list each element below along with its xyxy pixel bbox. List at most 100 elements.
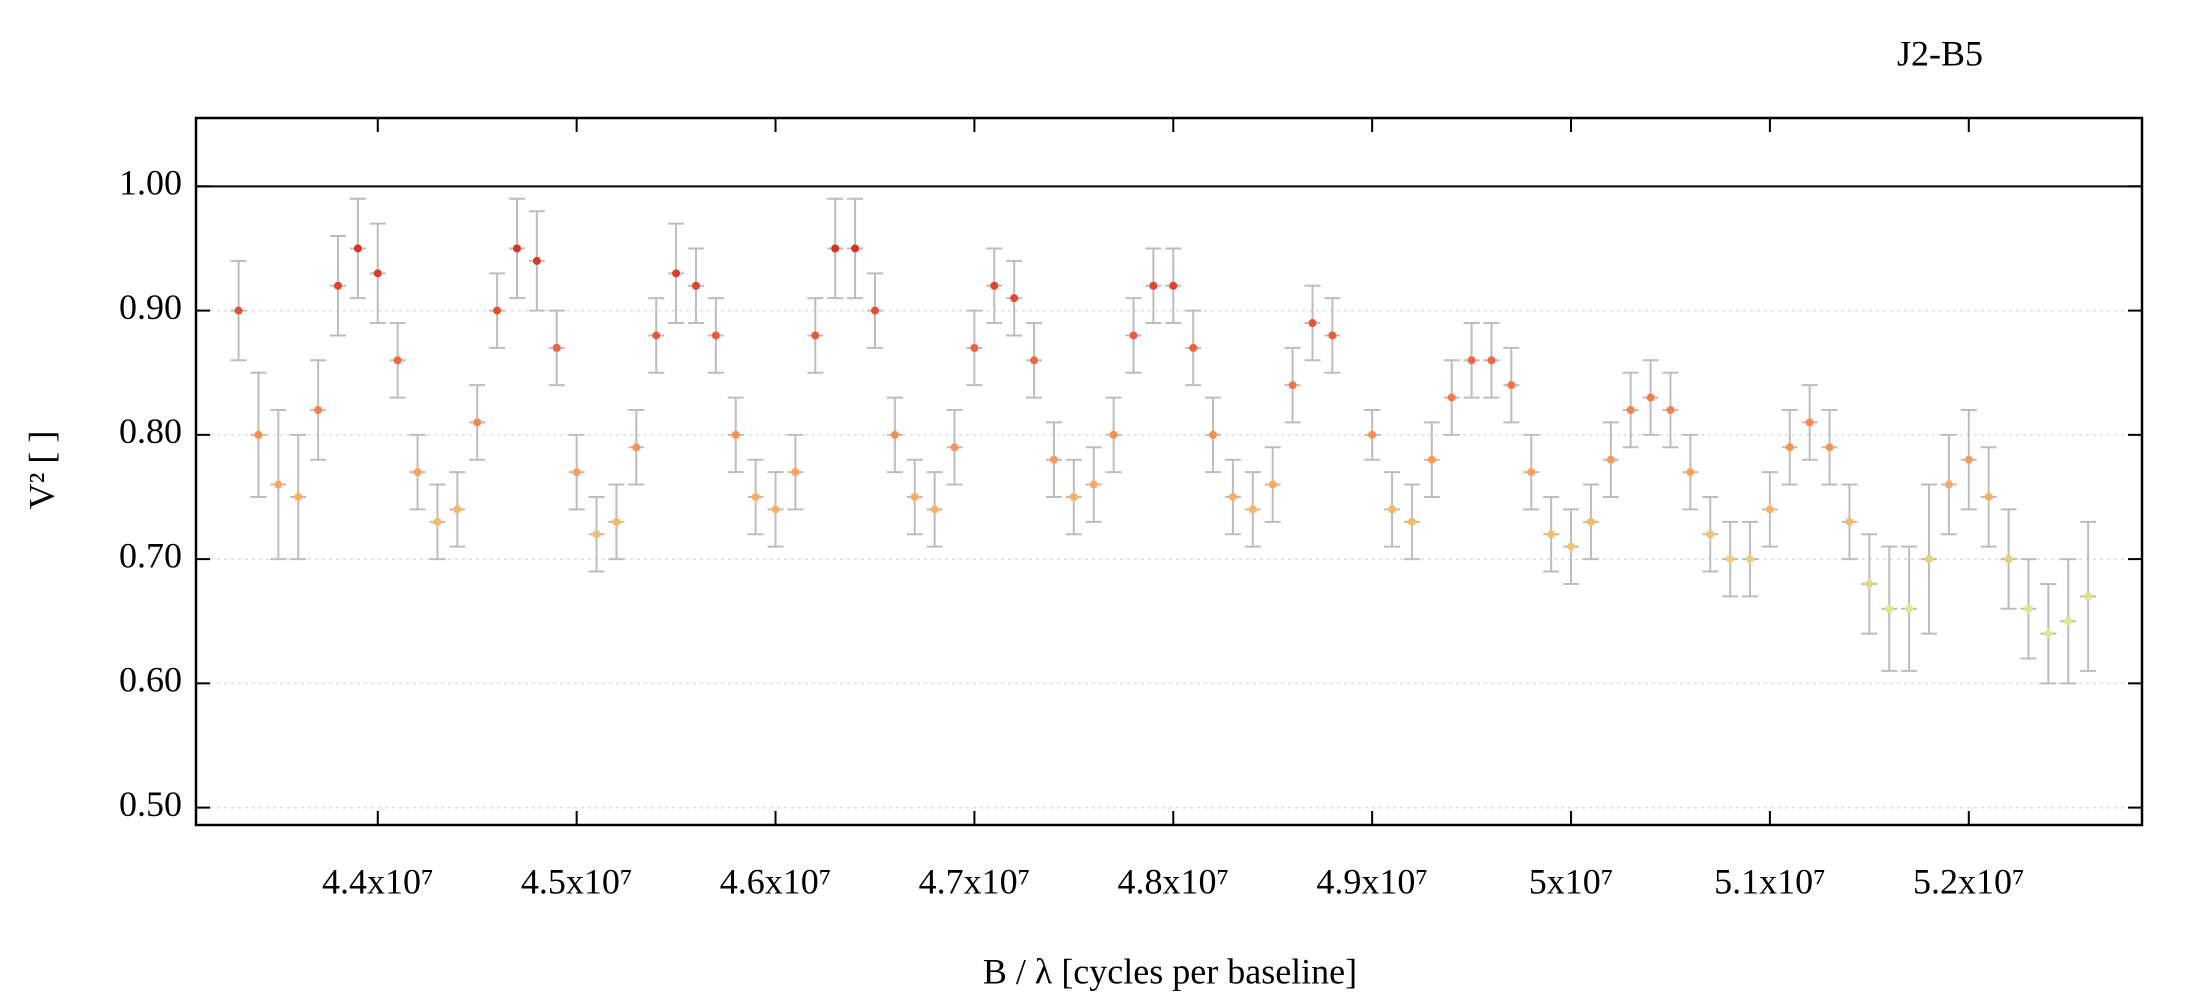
point bbox=[1905, 604, 1914, 613]
x-tick-label: 5.1x10⁷ bbox=[1714, 861, 1826, 901]
point bbox=[751, 492, 760, 501]
point bbox=[493, 306, 502, 315]
point bbox=[592, 530, 601, 539]
x-tick-label: 4.7x10⁷ bbox=[919, 861, 1031, 901]
point bbox=[2064, 617, 2073, 626]
point bbox=[1626, 405, 1635, 414]
point bbox=[1527, 468, 1536, 477]
point bbox=[552, 343, 561, 352]
point bbox=[1109, 430, 1118, 439]
point bbox=[1746, 555, 1755, 564]
point bbox=[2084, 592, 2093, 601]
point bbox=[512, 244, 521, 253]
point bbox=[433, 517, 442, 526]
point bbox=[1089, 480, 1098, 489]
x-tick-label: 4.5x10⁷ bbox=[521, 861, 633, 901]
point bbox=[1765, 505, 1774, 514]
point bbox=[1865, 579, 1874, 588]
point bbox=[930, 505, 939, 514]
point bbox=[1030, 356, 1039, 365]
point bbox=[990, 281, 999, 290]
point bbox=[1805, 418, 1814, 427]
x-tick-label: 5x10⁷ bbox=[1529, 861, 1614, 901]
point bbox=[1248, 505, 1257, 514]
point bbox=[274, 480, 283, 489]
point bbox=[672, 269, 681, 278]
point bbox=[234, 306, 243, 315]
y-tick-label: 0.50 bbox=[119, 784, 182, 824]
point bbox=[1845, 517, 1854, 526]
point bbox=[1666, 405, 1675, 414]
point bbox=[1427, 455, 1436, 464]
point bbox=[870, 306, 879, 315]
point bbox=[1368, 430, 1377, 439]
point bbox=[393, 356, 402, 365]
point bbox=[612, 517, 621, 526]
point bbox=[1189, 343, 1198, 352]
point bbox=[373, 269, 382, 278]
point bbox=[1010, 294, 1019, 303]
point bbox=[1487, 356, 1496, 365]
point bbox=[1944, 480, 1953, 489]
point bbox=[2024, 604, 2033, 613]
point bbox=[473, 418, 482, 427]
point bbox=[1567, 542, 1576, 551]
y-tick-label: 0.60 bbox=[119, 660, 182, 700]
point bbox=[353, 244, 362, 253]
point bbox=[532, 256, 541, 265]
point bbox=[1069, 492, 1078, 501]
chart-title: J2-B5 bbox=[1897, 33, 1983, 73]
y-tick-label: 0.80 bbox=[119, 411, 182, 451]
point bbox=[1547, 530, 1556, 539]
x-tick-label: 4.8x10⁷ bbox=[1117, 861, 1229, 901]
point bbox=[413, 468, 422, 477]
point bbox=[314, 405, 323, 414]
point bbox=[1885, 604, 1894, 613]
point bbox=[572, 468, 581, 477]
point bbox=[1169, 281, 1178, 290]
point bbox=[1149, 281, 1158, 290]
y-tick-label: 1.00 bbox=[119, 163, 182, 203]
point bbox=[1388, 505, 1397, 514]
point bbox=[1288, 381, 1297, 390]
point bbox=[1686, 468, 1695, 477]
point bbox=[2004, 555, 2013, 564]
x-tick-label: 4.4x10⁷ bbox=[322, 861, 434, 901]
x-tick-label: 4.6x10⁷ bbox=[720, 861, 832, 901]
point bbox=[333, 281, 342, 290]
point bbox=[1507, 381, 1516, 390]
point bbox=[1706, 530, 1715, 539]
x-tick-label: 5.2x10⁷ bbox=[1913, 861, 2025, 901]
x-axis-label: B / λ [cycles per baseline] bbox=[983, 951, 1357, 991]
point bbox=[1209, 430, 1218, 439]
point bbox=[652, 331, 661, 340]
point bbox=[1129, 331, 1138, 340]
point bbox=[2044, 629, 2053, 638]
point bbox=[711, 331, 720, 340]
point bbox=[453, 505, 462, 514]
point bbox=[1049, 455, 1058, 464]
point bbox=[1467, 356, 1476, 365]
point bbox=[294, 492, 303, 501]
point bbox=[1268, 480, 1277, 489]
y-axis-label: V² [ ] bbox=[21, 431, 61, 510]
point bbox=[1825, 443, 1834, 452]
point bbox=[1606, 455, 1615, 464]
point bbox=[1447, 393, 1456, 402]
point bbox=[950, 443, 959, 452]
point bbox=[731, 430, 740, 439]
y-tick-label: 0.90 bbox=[119, 287, 182, 327]
point bbox=[1726, 555, 1735, 564]
point bbox=[811, 331, 820, 340]
point bbox=[970, 343, 979, 352]
point bbox=[1646, 393, 1655, 402]
point bbox=[851, 244, 860, 253]
point bbox=[691, 281, 700, 290]
point bbox=[1984, 492, 1993, 501]
point bbox=[890, 430, 899, 439]
point bbox=[1328, 331, 1337, 340]
point bbox=[1586, 517, 1595, 526]
point bbox=[831, 244, 840, 253]
